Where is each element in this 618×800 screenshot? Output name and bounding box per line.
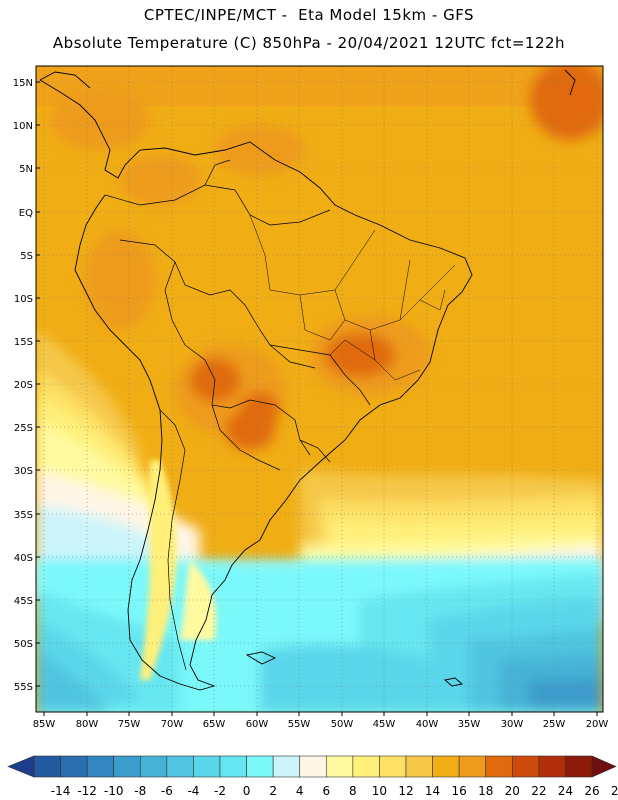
- colorbar-swatch: [538, 755, 566, 778]
- colorbar-label: 28: [611, 784, 618, 798]
- colorbar-label: 18: [478, 784, 493, 798]
- lat-label: 15N: [13, 78, 33, 89]
- colorbar-swatch: [325, 755, 354, 778]
- colorbar-label: 24: [558, 784, 573, 798]
- colorbar-label: 22: [531, 784, 546, 798]
- lat-label: 10N: [13, 121, 33, 132]
- colorbar-swatch: [405, 755, 433, 778]
- colorbar-label: 2: [269, 784, 277, 798]
- lat-label: 35S: [14, 510, 33, 521]
- colorbar-label: -10: [104, 784, 124, 798]
- lon-label: 75W: [118, 719, 141, 730]
- lon-label: 20W: [586, 719, 609, 730]
- lon-label: 55W: [288, 719, 311, 730]
- colorbar-swatch: [139, 755, 168, 778]
- colorbar-labels: -14 -12 -10 -8 -6 -4 -2 0 2 4 6 8 10 12 14 16 18 20 22 24 26…: [51, 784, 618, 798]
- lat-label: 5N: [19, 164, 33, 175]
- colorbar-label: -8: [134, 784, 146, 798]
- colorbar: [7, 755, 617, 778]
- colorbar-swatch: [166, 755, 194, 778]
- lon-label: 25W: [543, 719, 566, 730]
- colorbar-label: 8: [349, 784, 357, 798]
- colorbar-swatch: [511, 755, 540, 778]
- colorbar-swatch: [565, 755, 593, 778]
- colorbar-label: 6: [322, 784, 330, 798]
- chart-title-line1: CPTEC/INPE/MCT - Eta Model 15km - GFS: [143, 6, 475, 24]
- colorbar-swatch: [113, 755, 141, 778]
- colorbar-arrow-low: [7, 755, 35, 778]
- colorbar-label: 20: [505, 784, 520, 798]
- lat-label: 30S: [14, 466, 33, 477]
- map-gridlines: [36, 66, 603, 712]
- colorbar-swatch: [219, 755, 247, 778]
- colorbar-swatch: [60, 755, 88, 778]
- colorbar-arrow-high: [591, 755, 617, 778]
- map-frame: [35, 65, 604, 713]
- lon-label: 80W: [76, 719, 99, 730]
- lat-label: 20S: [14, 380, 33, 391]
- temperature-field: [36, 66, 603, 712]
- colorbar-label: -2: [214, 784, 226, 798]
- lat-label: 10S: [14, 294, 33, 305]
- colorbar-swatch: [33, 755, 61, 778]
- lon-label: 85W: [33, 719, 56, 730]
- colorbar-label: 14: [425, 784, 440, 798]
- lat-label: 25S: [14, 423, 33, 434]
- lon-label: 60W: [246, 719, 269, 730]
- colorbar-label: -4: [187, 784, 199, 798]
- lon-label: 65W: [203, 719, 226, 730]
- longitude-ticks: [43, 712, 598, 716]
- colorbar-swatch: [432, 755, 460, 778]
- lat-label: 40S: [14, 553, 33, 564]
- lon-label: 40W: [416, 719, 439, 730]
- coastline: [39, 69, 576, 691]
- longitude-labels: 85W 80W 75W 70W 65W 60W 55W 50W 45W 40W …: [33, 719, 609, 730]
- lon-label: 70W: [161, 719, 184, 730]
- colorbar-swatch: [352, 755, 380, 778]
- colorbar-swatch: [379, 755, 407, 778]
- state-borders: [249, 214, 456, 381]
- colorbar-label: 26: [584, 784, 599, 798]
- lon-label: 45W: [373, 719, 396, 730]
- colorbar-swatch: [193, 755, 221, 778]
- latitude-ticks: [36, 81, 40, 687]
- lat-label: 15S: [14, 337, 33, 348]
- colorbar-swatch: [86, 755, 115, 778]
- latitude-labels: 15N 10N 5N EQ 5S 10S 15S 20S 25S 30S 35S…: [13, 78, 33, 693]
- colorbar-swatch: [299, 755, 327, 778]
- colorbar-label: 10: [372, 784, 387, 798]
- colorbar-label: 12: [398, 784, 413, 798]
- colorbar-label: -14: [51, 784, 71, 798]
- lon-label: 35W: [458, 719, 481, 730]
- lat-label: 55S: [14, 682, 33, 693]
- colorbar-swatch: [246, 755, 274, 778]
- colorbar-swatch: [458, 755, 487, 778]
- colorbar-label: 16: [452, 784, 467, 798]
- colorbar-label: -12: [77, 784, 97, 798]
- lat-label: 45S: [14, 596, 33, 607]
- lat-label: EQ: [19, 208, 33, 219]
- colorbar-label: 0: [243, 784, 251, 798]
- chart-title-line2: Absolute Temperature (C) 850hPa - 20/04/…: [52, 34, 566, 52]
- colorbar-label: 4: [296, 784, 304, 798]
- colorbar-swatch: [485, 755, 513, 778]
- colorbar-swatch: [272, 755, 301, 778]
- colorbar-label: -6: [161, 784, 173, 798]
- lat-label: 50S: [14, 639, 33, 650]
- country-borders: [104, 159, 371, 671]
- lon-label: 50W: [331, 719, 354, 730]
- lat-label: 5S: [20, 251, 33, 262]
- lon-label: 30W: [501, 719, 524, 730]
